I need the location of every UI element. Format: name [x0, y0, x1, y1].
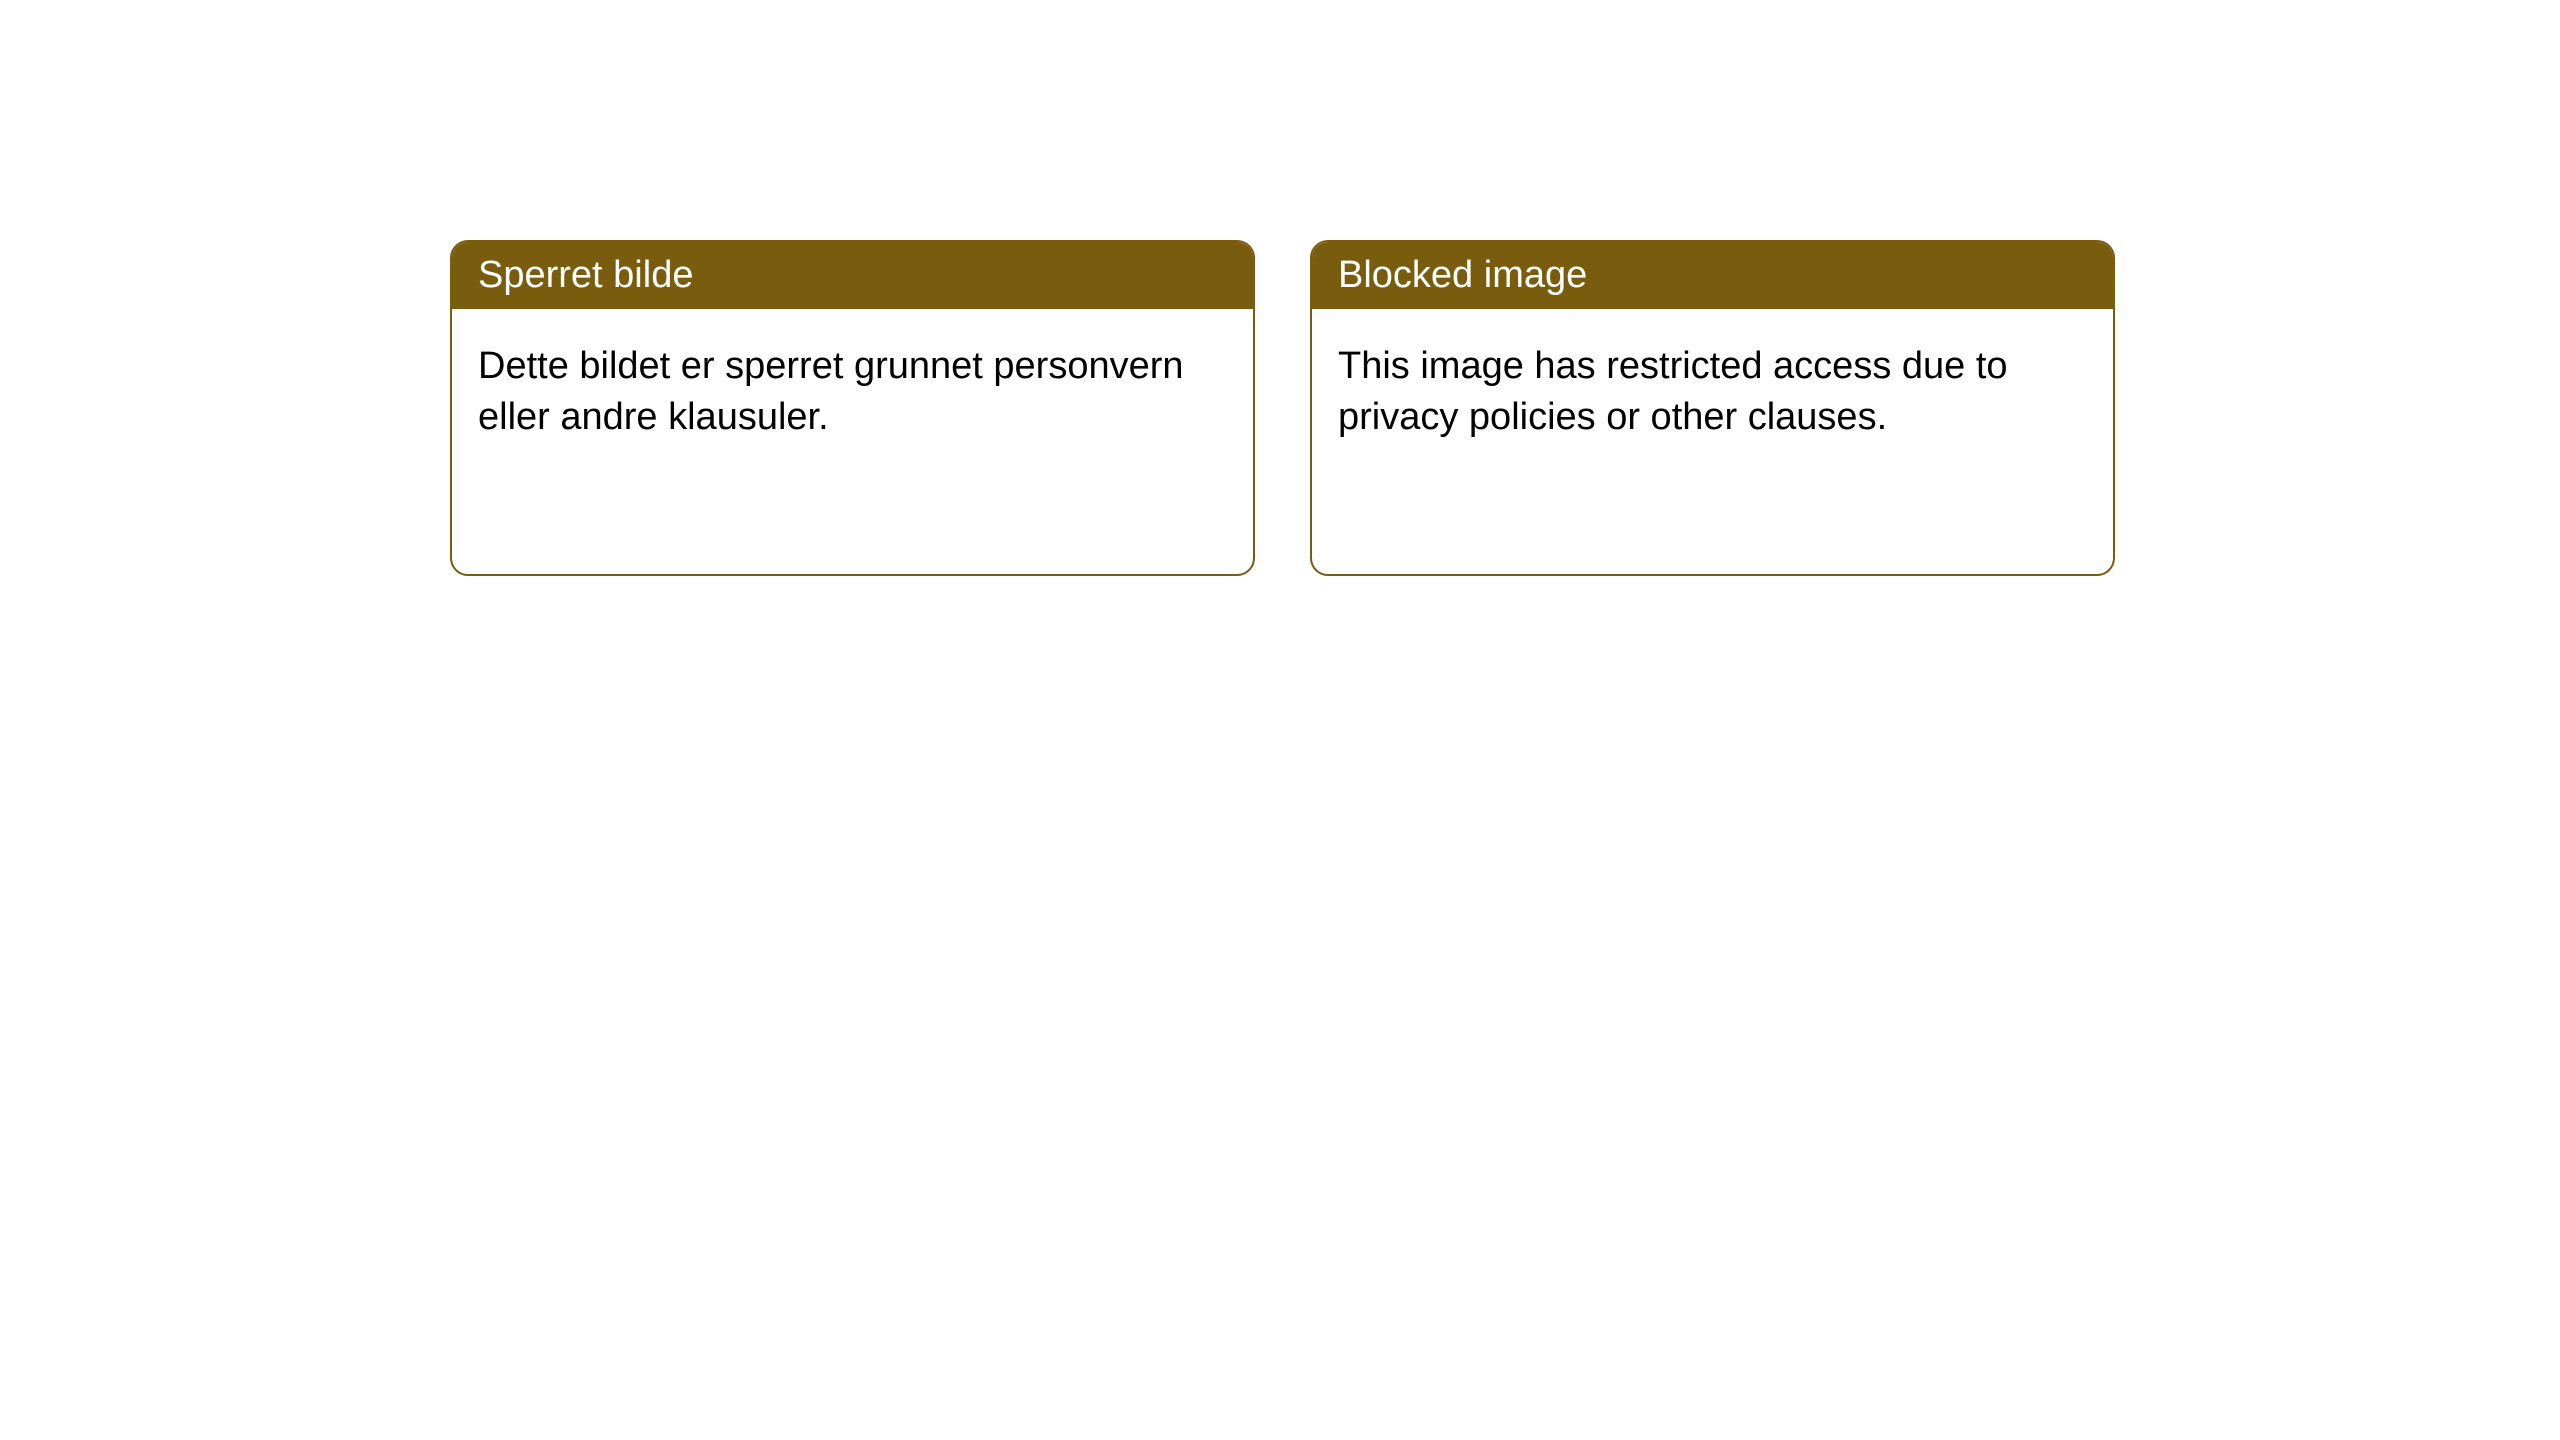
notice-card-english: Blocked image This image has restricted … [1310, 240, 2115, 576]
notice-body-text: This image has restricted access due to … [1338, 345, 2008, 438]
notice-card-norwegian: Sperret bilde Dette bildet er sperret gr… [450, 240, 1255, 576]
notice-body-text: Dette bildet er sperret grunnet personve… [478, 345, 1184, 438]
notice-container: Sperret bilde Dette bildet er sperret gr… [0, 0, 2560, 576]
notice-title: Blocked image [1338, 254, 1587, 296]
notice-body: This image has restricted access due to … [1312, 309, 2113, 476]
notice-header: Sperret bilde [452, 242, 1253, 309]
notice-title: Sperret bilde [478, 254, 693, 296]
notice-body: Dette bildet er sperret grunnet personve… [452, 309, 1253, 476]
notice-header: Blocked image [1312, 242, 2113, 309]
